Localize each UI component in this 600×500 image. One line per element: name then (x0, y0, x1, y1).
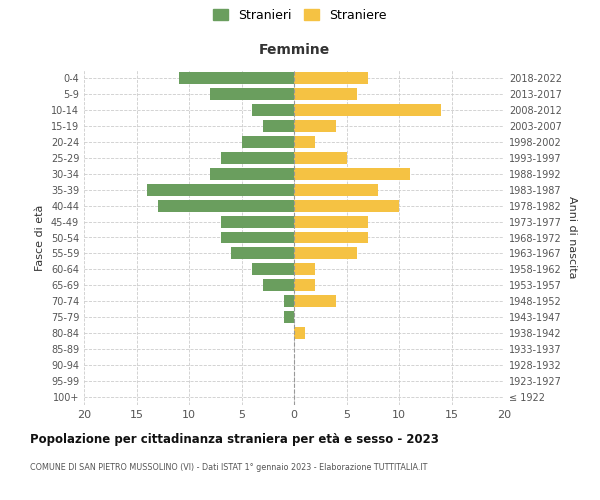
Bar (221, 152, 294, 164)
Bar (294, 216, 367, 228)
Bar (294, 72, 367, 84)
Y-axis label: Fasce di età: Fasce di età (35, 204, 45, 270)
Bar (179, 72, 294, 84)
Bar (252, 104, 294, 116)
Bar (294, 200, 399, 211)
Bar (294, 168, 409, 179)
Bar (294, 327, 305, 339)
Y-axis label: Anni di nascita: Anni di nascita (568, 196, 577, 279)
Bar (263, 120, 294, 132)
Bar (294, 104, 441, 116)
Bar (294, 296, 336, 308)
Bar (294, 232, 367, 243)
Bar (221, 216, 294, 228)
Bar (294, 264, 315, 276)
Bar (263, 280, 294, 291)
Bar (241, 136, 294, 148)
Bar (284, 312, 294, 323)
Bar (221, 232, 294, 243)
Text: Popolazione per cittadinanza straniera per età e sesso - 2023: Popolazione per cittadinanza straniera p… (30, 432, 439, 446)
Bar (294, 280, 315, 291)
Bar (294, 248, 357, 260)
Legend: Stranieri, Straniere: Stranieri, Straniere (211, 6, 389, 24)
Bar (294, 184, 378, 196)
Bar (294, 152, 347, 164)
Bar (147, 184, 294, 196)
Text: COMUNE DI SAN PIETRO MUSSOLINO (VI) - Dati ISTAT 1° gennaio 2023 - Elaborazione : COMUNE DI SAN PIETRO MUSSOLINO (VI) - Da… (30, 462, 427, 471)
Bar (210, 88, 294, 100)
Bar (284, 296, 294, 308)
Bar (252, 264, 294, 276)
Bar (157, 200, 294, 211)
Bar (210, 168, 294, 179)
Bar (294, 88, 357, 100)
Bar (294, 120, 336, 132)
Bar (231, 248, 294, 260)
Bar (294, 136, 315, 148)
Text: Femmine: Femmine (259, 42, 329, 56)
